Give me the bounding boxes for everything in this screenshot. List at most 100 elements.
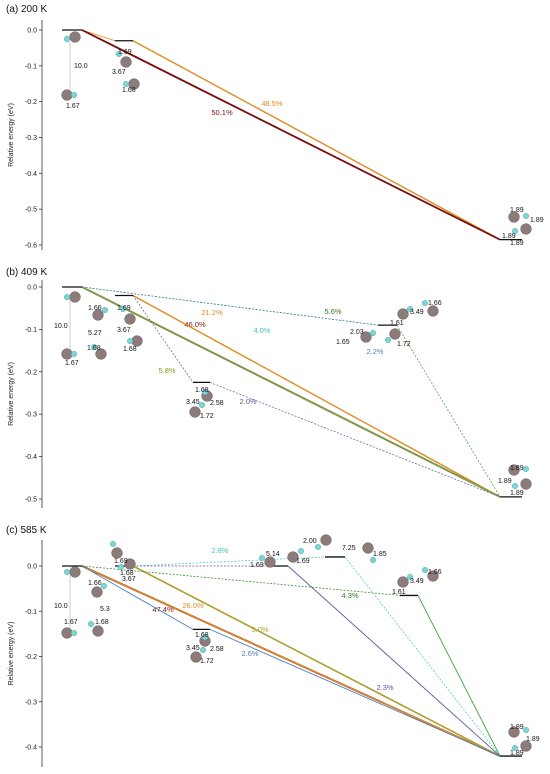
metal-atom-icon xyxy=(189,406,201,418)
transition-path-line xyxy=(132,565,501,757)
distance-annotation: 10.0 xyxy=(74,63,88,70)
hydrogen-atom-icon xyxy=(199,647,206,654)
metal-atom-icon xyxy=(92,309,104,321)
hydrogen-atom-icon xyxy=(122,80,129,87)
transition-path-line xyxy=(344,556,501,757)
y-tick-label: -0.5 xyxy=(25,207,37,214)
path-percentage-label: 4.3% xyxy=(341,591,358,600)
path-percentage-label: 48.5% xyxy=(261,99,283,108)
distance-annotation: 1.61 xyxy=(390,320,404,327)
distance-annotation: 3.45 xyxy=(186,645,200,652)
hydrogen-atom-icon xyxy=(87,621,94,628)
distance-annotation: 1.67 xyxy=(66,103,80,110)
y-tick-label: -0.1 xyxy=(25,609,37,616)
path-percentage-label: 4.0% xyxy=(253,326,270,335)
metal-atom-icon xyxy=(111,547,123,559)
hydrogen-atom-icon xyxy=(109,541,116,548)
metal-atom-icon xyxy=(520,223,532,235)
metal-atom-icon xyxy=(190,651,202,663)
y-tick-label: -0.1 xyxy=(25,63,37,70)
distance-annotation: 1.66 xyxy=(428,300,442,307)
hydrogen-atom-icon xyxy=(101,307,108,314)
distance-annotation: 1.72 xyxy=(200,413,214,420)
hydrogen-atom-icon xyxy=(117,564,124,571)
transition-path-line xyxy=(287,565,501,757)
path-percentage-label: 21.2% xyxy=(201,308,223,317)
hydrogen-atom-icon xyxy=(63,36,70,43)
distance-annotation: 1.89 xyxy=(510,207,524,214)
metal-atom-icon xyxy=(120,56,132,68)
metal-atom-icon xyxy=(427,305,439,317)
distance-annotation: 1.89 xyxy=(498,478,512,485)
distance-annotation: 2.00 xyxy=(303,538,317,545)
distance-annotation: 1.89 xyxy=(510,750,524,757)
path-percentage-label: 26.0% xyxy=(182,601,204,610)
distance-annotation: 10.0 xyxy=(54,603,68,610)
hydrogen-atom-icon xyxy=(422,567,429,574)
y-tick-label: -0.2 xyxy=(25,654,37,661)
distance-annotation: 2.58 xyxy=(210,400,224,407)
metal-atom-icon xyxy=(264,556,276,568)
distance-annotation: 1.89 xyxy=(510,465,524,472)
hydrogen-atom-icon xyxy=(407,574,414,581)
metal-atom-icon xyxy=(287,551,299,563)
hydrogen-atom-icon xyxy=(370,330,377,337)
panel-label: (a) 200 K xyxy=(6,4,47,15)
metal-atom-icon xyxy=(362,542,374,554)
distance-annotation: 1.68 xyxy=(195,387,209,394)
transition-path-line xyxy=(81,29,501,241)
distance-annotation: 2.58 xyxy=(210,646,224,653)
metal-atom-icon xyxy=(131,335,143,347)
distance-annotation: 1.69 xyxy=(250,562,264,569)
path-percentage-label: 5.6% xyxy=(324,307,341,316)
distance-annotation: 1.72 xyxy=(397,341,411,348)
path-percentage-label: 2.6% xyxy=(241,649,258,658)
y-axis-label: Relative energy (eV) xyxy=(8,103,15,167)
path-percentage-label: 5.8% xyxy=(158,366,175,375)
distance-annotation: 1.68 xyxy=(122,87,136,94)
metal-atom-icon xyxy=(508,726,520,738)
metal-atom-icon xyxy=(69,566,81,578)
y-axis-label: Relative energy (eV) xyxy=(8,622,15,686)
path-percentage-label: 2.2% xyxy=(366,347,383,356)
y-tick-label: -0.3 xyxy=(25,699,37,706)
distance-annotation: 1.68 xyxy=(195,632,209,639)
y-tick-label: 0.0 xyxy=(27,564,37,571)
distance-annotation: 3.45 xyxy=(186,399,200,406)
distance-annotation: 1.89 xyxy=(510,240,524,247)
metal-atom-icon xyxy=(508,464,520,476)
panel-label: (c) 585 K xyxy=(6,525,47,536)
distance-annotation: 1.69 xyxy=(117,305,131,312)
hydrogen-atom-icon xyxy=(90,344,97,351)
hydrogen-atom-icon xyxy=(63,569,70,576)
metal-atom-icon xyxy=(397,576,409,588)
metal-atom-icon xyxy=(61,627,73,639)
transition-path-line xyxy=(81,565,401,596)
y-tick-label: -0.2 xyxy=(25,369,37,376)
transition-path-line xyxy=(81,565,501,757)
y-tick-label: -0.5 xyxy=(25,497,37,504)
hydrogen-atom-icon xyxy=(100,583,107,590)
hydrogen-atom-icon xyxy=(422,300,429,307)
distance-annotation: 5.27 xyxy=(88,330,102,337)
hydrogen-atom-icon xyxy=(70,91,77,98)
path-percentage-label: 2.8% xyxy=(211,546,228,555)
hydrogen-atom-icon xyxy=(370,557,377,564)
transition-path-line xyxy=(132,556,326,567)
distance-annotation: 5.14 xyxy=(266,551,280,558)
metal-atom-icon xyxy=(520,478,532,490)
metal-atom-icon xyxy=(61,89,73,101)
distance-annotation: 1.69 xyxy=(296,558,310,565)
metal-atom-icon xyxy=(124,558,136,570)
hydrogen-atom-icon xyxy=(201,634,208,641)
metal-atom-icon xyxy=(61,348,73,360)
metal-atom-icon xyxy=(124,313,136,325)
metal-atom-icon xyxy=(69,31,81,43)
metal-atom-icon xyxy=(520,740,532,752)
y-tick-label: -0.1 xyxy=(25,327,37,334)
metal-atom-icon xyxy=(360,331,372,343)
metal-atom-icon xyxy=(397,308,409,320)
hydrogen-atom-icon xyxy=(70,630,77,637)
transition-path-line xyxy=(132,295,194,383)
